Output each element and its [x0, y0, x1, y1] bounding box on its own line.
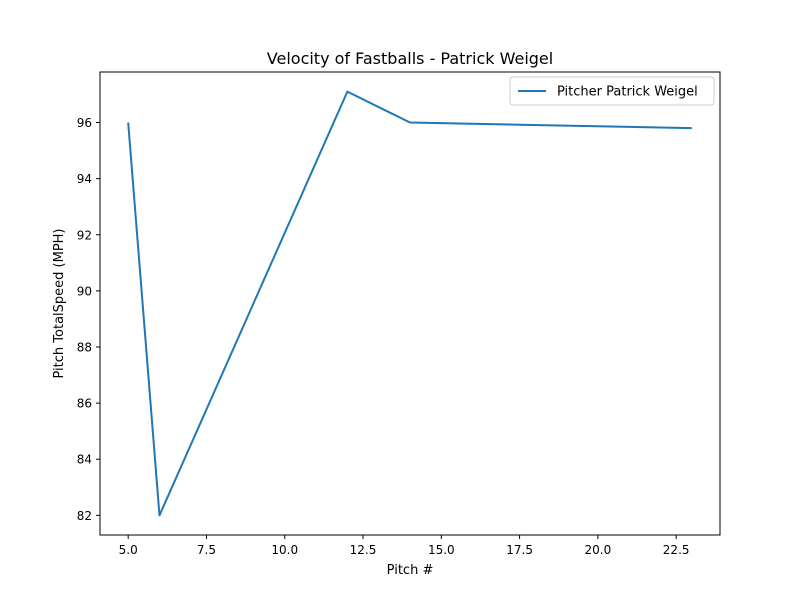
legend-box: [509, 76, 715, 106]
series-line: [127, 90, 692, 517]
y-axis-ticks: 82 84 86 88 90 92 94 96: [77, 116, 100, 523]
y-tick-label: 82: [77, 509, 92, 523]
legend-entry-label: Pitcher Patrick Weigel: [557, 85, 698, 100]
legend: Pitcher Patrick Weigel: [509, 76, 715, 106]
x-tick-label: 15.0: [428, 543, 455, 557]
y-tick-label: 92: [77, 228, 92, 242]
x-tick-label: 5.0: [119, 543, 138, 557]
x-axis-ticks: 5.0 7.5 10.0 12.5 15.0 17.5 20.0 22.5: [119, 535, 690, 557]
x-tick-label: 20.0: [585, 543, 612, 557]
x-tick-label: 12.5: [350, 543, 377, 557]
y-tick-label: 94: [77, 172, 92, 186]
x-tick-label: 17.5: [506, 543, 533, 557]
y-axis-label: Pitch TotalSpeed (MPH): [52, 228, 67, 378]
y-tick-label: 90: [77, 284, 92, 298]
y-tick-label: 96: [77, 116, 92, 130]
y-tick-label: 88: [77, 340, 92, 354]
series-layer: [127, 90, 692, 517]
chart-title: Velocity of Fastballs - Patrick Weigel: [267, 49, 553, 68]
y-tick-label: 86: [77, 397, 92, 411]
plot-frame: [99, 71, 721, 536]
x-axis-label: Pitch #: [387, 563, 434, 578]
x-tick-label: 22.5: [663, 543, 690, 557]
y-tick-label: 84: [77, 453, 92, 467]
x-tick-label: 10.0: [271, 543, 298, 557]
x-tick-label: 7.5: [197, 543, 216, 557]
